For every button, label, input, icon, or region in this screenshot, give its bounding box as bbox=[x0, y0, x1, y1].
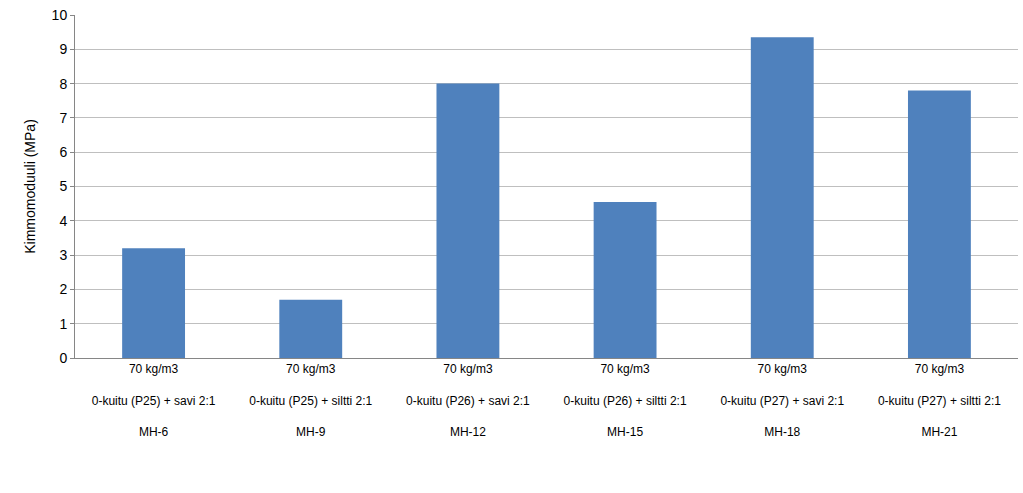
svg-text:70 kg/m30-kuitu (P26) + siltti: 70 kg/m30-kuitu (P26) + siltti 2:1MH-15 bbox=[564, 362, 687, 438]
svg-text:4: 4 bbox=[59, 213, 67, 229]
svg-text:70 kg/m30-kuitu (P25) + savi 2: 70 kg/m30-kuitu (P25) + savi 2:1MH-6 bbox=[92, 362, 216, 438]
svg-text:10: 10 bbox=[52, 7, 68, 23]
svg-text:8: 8 bbox=[59, 76, 67, 92]
svg-text:70 kg/m30-kuitu (P27) + siltti: 70 kg/m30-kuitu (P27) + siltti 2:1MH-21 bbox=[878, 362, 1001, 438]
svg-text:70 kg/m30-kuitu (P27) + savi 2: 70 kg/m30-kuitu (P27) + savi 2:1MH-18 bbox=[720, 362, 844, 438]
svg-text:5: 5 bbox=[59, 178, 67, 194]
svg-text:9: 9 bbox=[59, 41, 67, 57]
svg-text:70 kg/m30-kuitu (P26) + savi 2: 70 kg/m30-kuitu (P26) + savi 2:1MH-12 bbox=[406, 362, 530, 438]
svg-text:1: 1 bbox=[59, 316, 67, 332]
svg-text:Kimmomoduuli (MPa): Kimmomoduuli (MPa) bbox=[22, 119, 38, 254]
svg-text:6: 6 bbox=[59, 144, 67, 160]
svg-text:3: 3 bbox=[59, 247, 67, 263]
svg-text:70 kg/m30-kuitu (P25) + siltti: 70 kg/m30-kuitu (P25) + siltti 2:1MH-9 bbox=[249, 362, 372, 438]
svg-text:2: 2 bbox=[59, 281, 67, 297]
svg-text:0: 0 bbox=[59, 350, 67, 366]
svg-text:7: 7 bbox=[59, 110, 67, 126]
